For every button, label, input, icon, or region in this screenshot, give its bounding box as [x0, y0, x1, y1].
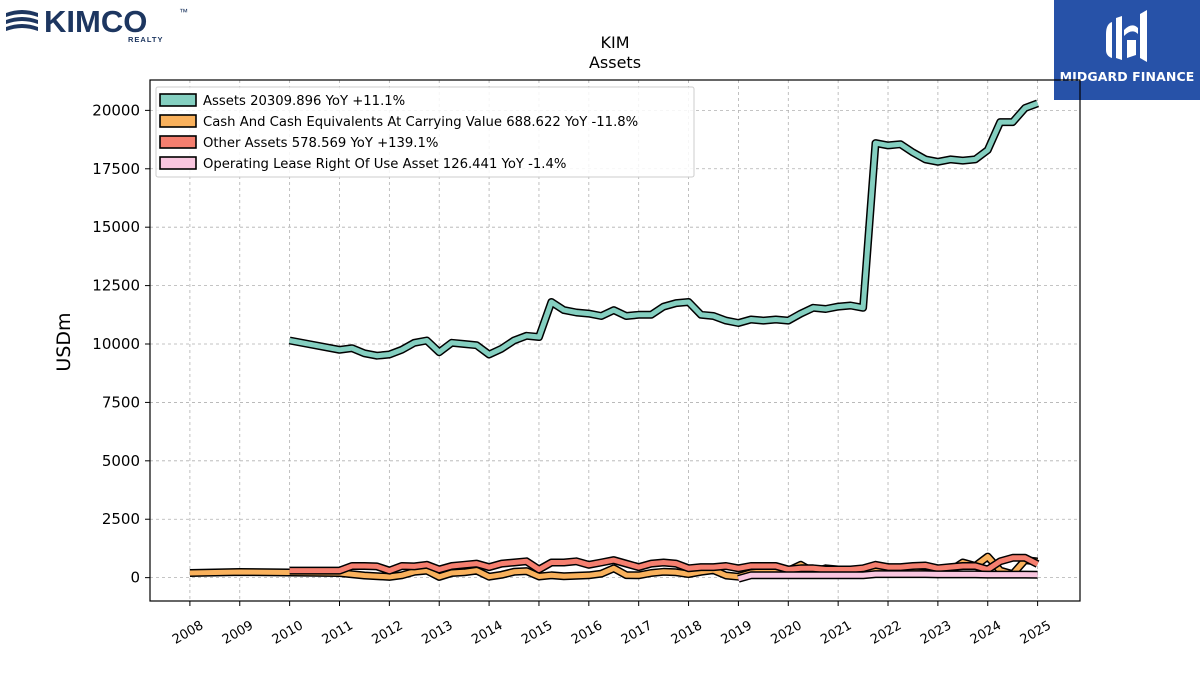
legend-swatch-assets	[159, 93, 197, 107]
x-tick-label: 2014	[469, 618, 505, 648]
series-line-other-assets	[289, 555, 1039, 574]
y-tick-label: 5000	[102, 452, 140, 470]
x-tick-label: 2008	[170, 618, 206, 648]
kimco-logo-trademark: ™	[179, 7, 188, 17]
x-tick-label: 2025	[1018, 618, 1054, 648]
legend-label-operating-lease: Operating Lease Right Of Use Asset 126.4…	[203, 157, 566, 172]
legend-swatch-cash	[159, 114, 197, 128]
midgard-finance-logo: MIDGARD FINANCE	[1054, 0, 1200, 100]
series-lines	[189, 99, 1040, 583]
chart-subtitle: Assets	[589, 53, 641, 72]
x-tick-label: 2013	[419, 618, 455, 648]
midgard-mark-icon	[1106, 10, 1147, 62]
x-tick-label: 2009	[220, 618, 256, 648]
x-tick-label: 2016	[569, 618, 605, 648]
y-tick-label: 17500	[92, 160, 140, 178]
x-tick-label: 2017	[619, 618, 655, 648]
x-tick-label: 2021	[818, 618, 854, 648]
x-tick-label: 2015	[519, 618, 555, 648]
y-tick-label: 10000	[92, 335, 140, 353]
legend-label-cash: Cash And Cash Equivalents At Carrying Va…	[203, 115, 638, 130]
kimco-logo-name: KIMCO	[44, 4, 147, 39]
y-tick-label: 2500	[102, 510, 140, 528]
midgard-brand-name: MIDGARD FINANCE	[1059, 69, 1195, 84]
y-tick-label: 0	[130, 569, 140, 587]
legend: Assets 20309.896 YoY +11.1% Cash And Cas…	[155, 86, 695, 178]
x-tick-label: 2011	[320, 618, 356, 648]
y-tick-label: 7500	[102, 393, 140, 411]
x-tick-label: 2020	[768, 618, 804, 648]
x-tick-label: 2023	[918, 618, 954, 648]
plot-frame	[149, 79, 1081, 602]
legend-swatch-other-assets	[159, 135, 197, 149]
kimco-realty-logo: KIMCO ™ REALTY	[6, 4, 188, 44]
y-axis-ticks: 0 2500 5000 7500 10000 12500 15000 17500 20000	[92, 101, 150, 587]
series-line-assets	[289, 101, 1039, 359]
y-tick-label: 15000	[92, 218, 140, 236]
x-tick-label: 2019	[719, 618, 755, 648]
x-tick-label: 2018	[669, 618, 705, 648]
kimco-logo-subtitle: REALTY	[128, 35, 163, 44]
legend-swatch-operating-lease	[159, 156, 197, 170]
kimco-wave-mark-icon	[6, 10, 38, 31]
x-tick-label: 2022	[868, 618, 904, 648]
x-tick-label: 2010	[270, 618, 306, 648]
y-axis-label: USDm	[53, 312, 75, 371]
chart-title: KIM	[600, 33, 629, 52]
legend-label-assets: Assets 20309.896 YoY +11.1%	[203, 94, 405, 109]
y-tick-label: 20000	[92, 101, 140, 119]
x-tick-label: 2012	[370, 618, 406, 648]
x-tick-label: 2024	[968, 618, 1004, 648]
series-line-operating-lease-right-of-use-asset	[737, 571, 1038, 582]
x-axis-ticks: 2008 2009 2010 2011 2012 2013 2014 2015 2016 2017…	[170, 601, 1054, 648]
legend-box	[155, 86, 695, 178]
legend-label-other-assets: Other Assets 578.569 YoY +139.1%	[203, 136, 438, 151]
y-tick-label: 12500	[92, 277, 140, 295]
